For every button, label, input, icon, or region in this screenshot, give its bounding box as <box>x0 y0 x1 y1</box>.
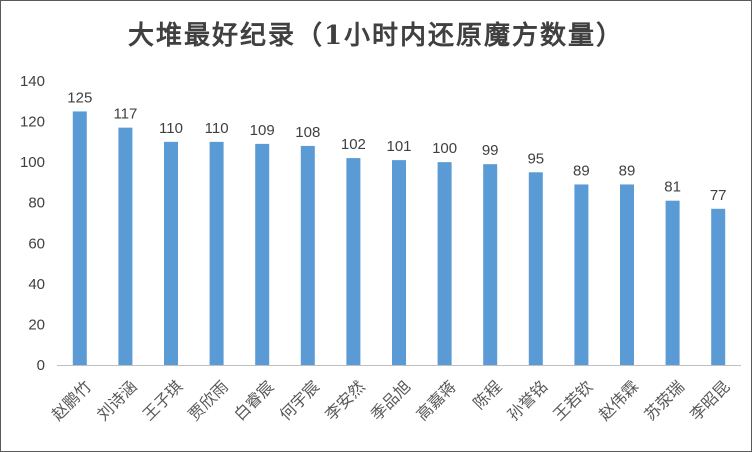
bar <box>346 158 361 365</box>
y-tick-label: 100 <box>20 154 45 171</box>
bar <box>392 160 406 365</box>
bar <box>72 111 87 365</box>
data-label: 99 <box>482 142 499 159</box>
bar <box>711 208 726 365</box>
data-label: 100 <box>432 140 457 157</box>
x-tick-label: 贾欣雨 <box>185 377 232 424</box>
x-tick-label: 赵鹏竹 <box>48 377 95 424</box>
x-tick-label: 白睿宸 <box>230 377 277 424</box>
data-label: 101 <box>386 138 411 155</box>
bar <box>620 184 634 365</box>
x-tick-label: 刘诗涵 <box>93 377 140 424</box>
data-label: 89 <box>619 162 636 179</box>
x-tick-label: 苏荥瑞 <box>641 377 688 424</box>
x-tick-label: 高嘉蒋 <box>413 377 460 424</box>
data-label: 117 <box>113 106 137 123</box>
bar <box>665 200 680 365</box>
data-label: 110 <box>205 120 229 137</box>
x-tick-label: 陈程 <box>469 377 505 413</box>
y-tick-label: 20 <box>28 316 45 333</box>
bar <box>209 141 224 365</box>
y-tick-label: 40 <box>28 276 45 293</box>
x-tick-label: 何宇宸 <box>276 377 323 424</box>
y-tick-label: 0 <box>37 357 45 374</box>
y-axis: 0 20 40 60 80 100 120 140 <box>20 73 45 374</box>
data-label: 89 <box>573 162 590 179</box>
x-tick-label: 赵伟霖 <box>595 377 642 424</box>
bars-group <box>72 111 726 366</box>
bar <box>437 162 452 365</box>
x-tick-label: 李安然 <box>321 377 368 424</box>
data-label: 102 <box>341 136 366 153</box>
data-label: 81 <box>664 179 681 196</box>
x-tick-label: 王若钦 <box>549 377 596 424</box>
x-tick-label: 李昭昆 <box>686 377 733 424</box>
bar <box>255 143 270 365</box>
bar <box>164 141 178 365</box>
data-label: 77 <box>710 187 727 204</box>
x-tick-label: 季品旭 <box>367 377 414 424</box>
bar <box>528 172 543 365</box>
data-label: 109 <box>250 122 275 139</box>
y-tick-label: 80 <box>28 195 45 212</box>
y-tick-label: 60 <box>28 235 45 252</box>
data-label: 125 <box>67 89 92 106</box>
bar <box>300 145 315 365</box>
x-tick-label: 孙誉铭 <box>504 377 551 424</box>
data-label: 110 <box>159 120 183 137</box>
bar <box>118 127 133 366</box>
bar <box>483 164 498 365</box>
chart-title: 大堆最好纪录（1小时内还原魔方数量） <box>127 21 625 51</box>
data-label: 95 <box>527 150 544 167</box>
x-tick-label: 王子琪 <box>139 377 186 424</box>
y-tick-label: 140 <box>20 73 45 90</box>
data-label: 108 <box>295 124 320 141</box>
data-labels-group: 125 117 110 110 109 108 102 101 100 99 95 89 89 81 77 <box>67 89 726 203</box>
y-tick-label: 120 <box>20 114 45 131</box>
bar <box>574 184 589 365</box>
